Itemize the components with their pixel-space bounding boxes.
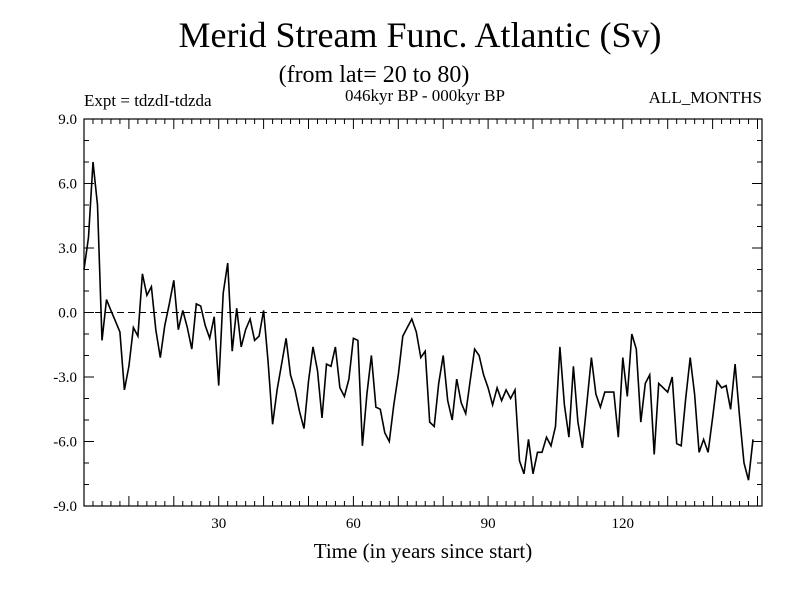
chart-subtitle: (from lat= 20 to 80): [279, 62, 470, 88]
period-label: 046kyr BP - 000kyr BP: [345, 86, 505, 105]
x-tick-label: 120: [612, 516, 635, 532]
y-tick-label: 9.0: [58, 112, 77, 128]
x-tick-label: 30: [211, 516, 226, 532]
months-label: ALL_MONTHS: [649, 88, 762, 107]
x-axis-label: Time (in years since start): [314, 539, 533, 563]
x-tick-label: 60: [346, 516, 361, 532]
y-tick-label: -3.0: [53, 370, 77, 386]
series-line: [83, 161, 754, 481]
series-layer: [83, 161, 762, 481]
y-tick-label: -9.0: [53, 499, 77, 515]
y-tick-label: 0.0: [58, 306, 77, 322]
y-tick-label: 6.0: [58, 177, 77, 193]
plot-axes: -9.0 -6.0 -3.0 0.0 3.0 6.0 9.0 30 60 90 120: [53, 112, 763, 532]
y-tick-label: -6.0: [53, 435, 77, 451]
y-tick-label: 3.0: [58, 241, 77, 257]
x-tick-label: 90: [481, 516, 496, 532]
experiment-label: Expt = tdzdI-tdzda: [84, 91, 212, 110]
chart-title: Merid Stream Func. Atlantic (Sv): [179, 15, 662, 55]
